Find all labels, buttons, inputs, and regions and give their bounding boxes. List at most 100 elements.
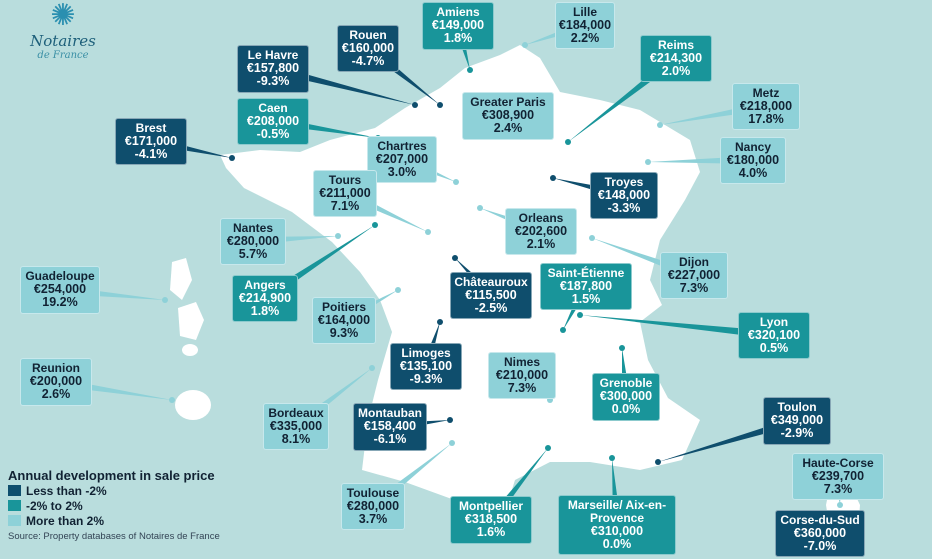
city-label-chartres: Chartres €207,000 3.0% — [367, 136, 437, 183]
city-name: Troyes — [604, 175, 644, 189]
city-price: €164,000 — [317, 313, 371, 327]
city-change: -9.3% — [409, 372, 443, 386]
city-change: 3.0% — [387, 165, 417, 179]
city-name: Lille — [572, 5, 597, 19]
city-label-rouen: Rouen €160,000 -4.7% — [337, 25, 399, 72]
city-price: €280,000 — [226, 234, 280, 248]
city-label-grenoble: Grenoble €300,000 0.0% — [592, 373, 660, 421]
city-dot-troyes — [550, 175, 556, 181]
city-dot-grenoble — [619, 345, 625, 351]
city-change: 2.2% — [570, 31, 600, 45]
city-change: 7.3% — [679, 281, 709, 295]
city-dot-metz — [657, 122, 663, 128]
city-name: Rouen — [349, 28, 387, 42]
city-change: 2.4% — [493, 121, 523, 135]
legend-item: Less than -2% — [8, 483, 220, 498]
city-label-saint-tienne: Saint-Étienne €187,800 1.5% — [540, 263, 632, 310]
city-change: -3.3% — [607, 201, 641, 215]
city-change: 7.3% — [507, 381, 537, 395]
city-change: 1.8% — [443, 31, 473, 45]
city-price: €160,000 — [341, 41, 395, 55]
city-price: €214,300 — [649, 51, 703, 65]
city-price: €202,600 — [514, 224, 568, 238]
city-dot-nancy — [645, 159, 651, 165]
city-name: Orleans — [518, 211, 564, 225]
city-change: -0.5% — [256, 127, 290, 141]
city-label-caen: Caen €208,000 -0.5% — [237, 98, 309, 145]
city-name: Le Havre — [247, 48, 299, 62]
city-name: Haute-Corse — [802, 456, 874, 470]
city-label-nimes: Nimes €210,000 7.3% — [488, 352, 556, 399]
city-price: €308,900 — [481, 108, 535, 122]
city-dot-dijon — [589, 235, 595, 241]
city-dot-bordeaux — [369, 365, 375, 371]
city-label-angers: Angers €214,900 1.8% — [232, 275, 298, 322]
city-change: -9.3% — [256, 74, 290, 88]
city-dot-poitiers — [395, 287, 401, 293]
city-price: €349,000 — [770, 413, 824, 427]
city-dot-lyon — [577, 312, 583, 318]
city-name: Montpellier — [458, 499, 523, 513]
city-change: 1.8% — [250, 304, 280, 318]
city-name: Caen — [258, 101, 288, 115]
city-label-haute-corse: Haute-Corse €239,700 7.3% — [792, 453, 884, 500]
city-label-poitiers: Poitiers €164,000 9.3% — [312, 297, 376, 344]
city-label-brest: Brest €171,000 -4.1% — [115, 118, 187, 165]
city-label-bordeaux: Bordeaux €335,000 8.1% — [263, 403, 329, 450]
city-price: €211,000 — [319, 186, 371, 200]
city-price: €318,500 — [464, 512, 518, 526]
city-dot-orleans — [477, 205, 483, 211]
city-change: 2.0% — [661, 64, 691, 78]
city-dot-amiens — [467, 67, 473, 73]
city-name: Reims — [657, 38, 695, 52]
city-change: 1.5% — [571, 292, 601, 306]
city-name: Metz — [752, 86, 780, 100]
city-name: Bordeaux — [268, 406, 324, 420]
legend-title: Annual development in sale price — [8, 468, 215, 483]
city-label-metz: Metz €218,000 17.8% — [732, 83, 800, 130]
legend-swatch — [8, 515, 21, 526]
city-change: 8.1% — [281, 432, 311, 446]
city-name: Dijon — [679, 255, 709, 269]
city-price: €200,000 — [29, 374, 83, 388]
city-change: 2.1% — [526, 237, 556, 251]
city-label-toulon: Toulon €349,000 -2.9% — [763, 397, 831, 445]
city-name: Nantes — [232, 221, 273, 235]
city-price: €157,800 — [246, 61, 300, 75]
city-dot-guadeloupe — [162, 297, 168, 303]
city-change: 4.0% — [738, 166, 768, 180]
city-name: Grenoble — [599, 376, 653, 390]
city-dot-reims — [565, 139, 571, 145]
city-change: -6.1% — [373, 432, 407, 446]
source-note: Source: Property databases of Notaires d… — [8, 531, 220, 542]
city-price: €208,000 — [246, 114, 300, 128]
city-price: €158,400 — [363, 419, 417, 433]
city-change: 1.6% — [476, 525, 506, 539]
city-dot-reunion — [169, 397, 175, 403]
city-name: Chartres — [377, 139, 427, 153]
city-name: Nancy — [734, 140, 772, 154]
notaires-logo: ✺ Notaires de France — [8, 0, 118, 61]
city-price: €180,000 — [726, 153, 780, 167]
city-label-ch-teauroux: Châteauroux €115,500 -2.5% — [450, 272, 532, 319]
notaires-emblem-icon: ✺ — [50, 0, 76, 32]
city-dot-nantes — [335, 233, 341, 239]
city-label-lyon: Lyon €320,100 0.5% — [738, 312, 810, 359]
city-label-troyes: Troyes €148,000 -3.3% — [590, 172, 658, 219]
city-label-toulouse: Toulouse €280,000 3.7% — [341, 483, 405, 530]
city-change: 2.6% — [41, 387, 71, 401]
city-price: €171,000 — [124, 134, 178, 148]
city-price: €187,800 — [559, 279, 613, 293]
city-change: -7.0% — [803, 539, 837, 553]
city-label-montpellier: Montpellier €318,500 1.6% — [450, 496, 532, 544]
city-price: €360,000 — [793, 526, 847, 540]
city-name: Reunion — [32, 361, 80, 375]
city-price: €210,000 — [495, 368, 549, 382]
city-label-tours: Tours €211,000 7.1% — [313, 170, 377, 217]
city-price: €214,900 — [238, 291, 292, 305]
guadeloupe-islands — [170, 258, 204, 356]
city-dot-angers — [372, 222, 378, 228]
city-dot-marseille-aix-en-provence — [609, 455, 615, 461]
city-price: €227,000 — [667, 268, 721, 282]
city-change: -4.7% — [351, 54, 385, 68]
